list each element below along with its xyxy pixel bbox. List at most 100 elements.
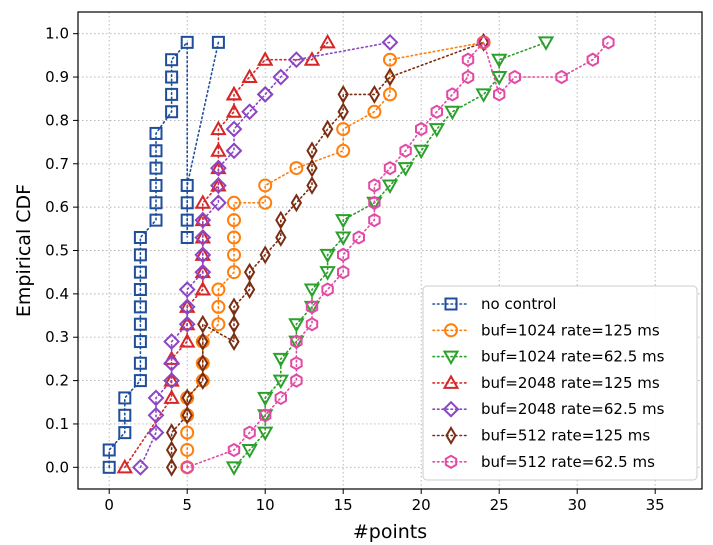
legend-label: buf=512 rate=125 ms bbox=[481, 427, 650, 445]
series-0 bbox=[102, 35, 225, 474]
data-point bbox=[243, 280, 256, 299]
data-point bbox=[149, 213, 163, 227]
data-point bbox=[555, 69, 568, 85]
data-point bbox=[321, 119, 334, 139]
data-point bbox=[287, 51, 305, 69]
data-point bbox=[210, 142, 227, 157]
data-point bbox=[227, 247, 241, 262]
data-point bbox=[475, 88, 492, 103]
data-point bbox=[133, 335, 147, 349]
x-tick-label: 10 bbox=[256, 496, 275, 514]
data-point bbox=[319, 266, 336, 281]
legend-item: buf=1024 rate=62.5 ms bbox=[432, 348, 665, 366]
series-line bbox=[124, 41, 329, 469]
data-point bbox=[211, 299, 226, 314]
data-point bbox=[163, 372, 180, 387]
legend-marker bbox=[442, 400, 460, 418]
data-point bbox=[194, 263, 212, 281]
data-point bbox=[368, 84, 381, 104]
series-1 bbox=[180, 35, 491, 475]
data-point bbox=[116, 458, 134, 474]
data-point bbox=[181, 460, 194, 475]
data-point bbox=[131, 458, 149, 476]
data-point bbox=[256, 391, 274, 407]
data-point bbox=[118, 391, 132, 405]
data-point bbox=[305, 317, 319, 332]
data-point bbox=[197, 353, 209, 373]
data-point bbox=[194, 229, 212, 246]
data-point bbox=[209, 177, 227, 194]
data-point bbox=[274, 390, 287, 406]
data-point bbox=[194, 280, 212, 296]
data-point bbox=[256, 51, 274, 66]
data-point bbox=[197, 314, 209, 334]
data-point bbox=[165, 70, 179, 84]
data-point bbox=[334, 231, 352, 247]
data-point bbox=[225, 103, 243, 118]
data-point bbox=[367, 104, 382, 119]
data-point bbox=[228, 332, 240, 352]
data-point bbox=[225, 142, 243, 160]
data-point bbox=[508, 69, 521, 85]
y-axis-label: Empirical CDF bbox=[13, 184, 35, 317]
data-point bbox=[477, 32, 490, 52]
data-point bbox=[147, 389, 165, 407]
series-4 bbox=[131, 33, 399, 476]
data-point bbox=[178, 315, 196, 331]
data-point bbox=[289, 161, 304, 176]
x-tick-label: 0 bbox=[104, 496, 114, 514]
data-point bbox=[428, 123, 446, 138]
x-tick-label: 30 bbox=[568, 496, 587, 514]
data-point bbox=[210, 120, 227, 136]
data-point bbox=[337, 265, 350, 280]
data-point bbox=[227, 442, 241, 458]
data-point bbox=[227, 230, 241, 245]
series-line bbox=[108, 40, 220, 469]
data-point bbox=[336, 143, 351, 158]
series-line bbox=[186, 41, 485, 469]
data-point bbox=[275, 210, 287, 230]
data-point bbox=[163, 354, 181, 372]
data-point bbox=[337, 247, 350, 262]
series-5 bbox=[165, 32, 490, 477]
data-point bbox=[259, 408, 272, 423]
data-point bbox=[178, 333, 196, 348]
data-point bbox=[446, 87, 459, 102]
legend-marker bbox=[444, 454, 458, 469]
data-point bbox=[211, 35, 225, 49]
data-point bbox=[227, 195, 241, 210]
data-point bbox=[165, 440, 178, 460]
data-point bbox=[149, 144, 163, 158]
data-point bbox=[102, 460, 116, 474]
data-point bbox=[243, 425, 256, 440]
data-point bbox=[227, 265, 241, 280]
data-point bbox=[493, 87, 506, 102]
data-point bbox=[133, 374, 147, 388]
data-point bbox=[178, 315, 196, 333]
data-point bbox=[194, 246, 212, 264]
x-axis-label: #points bbox=[353, 521, 427, 543]
data-point bbox=[336, 122, 351, 137]
legend-marker bbox=[444, 297, 458, 311]
data-point bbox=[225, 120, 243, 138]
series-3 bbox=[116, 33, 336, 474]
data-point bbox=[537, 36, 555, 51]
data-point bbox=[210, 176, 227, 192]
data-point bbox=[147, 406, 165, 424]
data-point bbox=[197, 332, 209, 352]
x-tick-label: 15 bbox=[334, 496, 353, 514]
data-point bbox=[319, 248, 336, 264]
legend-item: buf=1024 rate=125 ms bbox=[432, 321, 660, 339]
legend-marker bbox=[444, 323, 458, 338]
data-point bbox=[290, 334, 303, 349]
legend-marker bbox=[442, 350, 460, 366]
data-point bbox=[180, 213, 194, 227]
data-point bbox=[147, 424, 165, 442]
data-point bbox=[306, 176, 318, 195]
y-tick-label: 0.4 bbox=[45, 285, 69, 303]
data-point bbox=[165, 53, 179, 67]
legend-item: buf=2048 rate=125 ms bbox=[432, 374, 660, 392]
data-point bbox=[133, 317, 147, 331]
legend-box bbox=[422, 285, 698, 481]
